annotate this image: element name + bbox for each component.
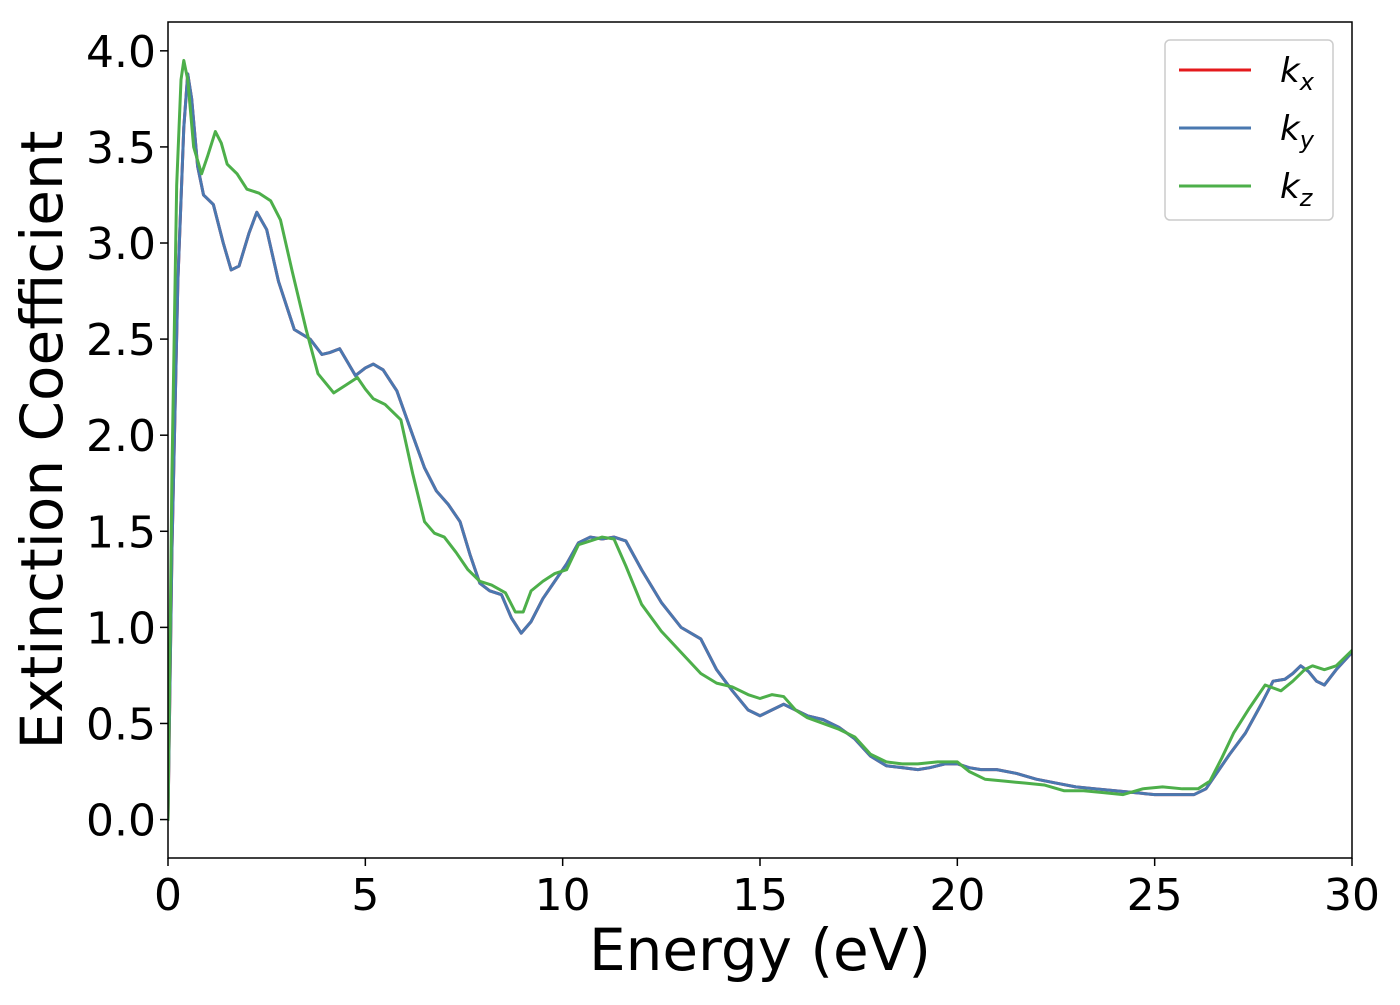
y-tick-label: 0.0 [86, 796, 156, 847]
series-line-kz [168, 58, 1352, 822]
y-axis-title: Extinction Coefficient [8, 131, 76, 750]
y-tick-label: 1.5 [86, 507, 156, 558]
legend-label-subscript: z [1299, 184, 1314, 212]
y-tick-label: 3.5 [86, 123, 156, 174]
legend-label-subscript: y [1299, 126, 1315, 154]
x-tick-label: 30 [1324, 870, 1380, 921]
y-axis-ticks: 0.0 0.5 1.0 1.5 2.0 2.5 3.0 3.5 4.0 [86, 27, 168, 847]
legend-label-subscript: x [1299, 68, 1315, 96]
legend-frame [1164, 39, 1334, 221]
x-tick-label: 5 [351, 870, 379, 921]
y-tick-label: 4.0 [86, 27, 156, 78]
x-tick-label: 0 [154, 870, 182, 921]
series-line-ky [168, 72, 1352, 822]
x-tick-label: 10 [535, 870, 591, 921]
x-tick-label: 15 [732, 870, 788, 921]
plot-lines [168, 58, 1352, 822]
x-tick-label: 25 [1127, 870, 1183, 921]
x-axis-title: Energy (eV) [589, 916, 931, 984]
x-axis-ticks: 0 5 10 15 20 25 30 [154, 858, 1380, 921]
y-tick-label: 1.0 [86, 603, 156, 654]
x-tick-label: 20 [929, 870, 985, 921]
y-tick-label: 2.0 [86, 411, 156, 462]
y-tick-label: 3.0 [86, 219, 156, 270]
y-tick-label: 2.5 [86, 315, 156, 366]
y-tick-label: 0.5 [86, 699, 156, 750]
